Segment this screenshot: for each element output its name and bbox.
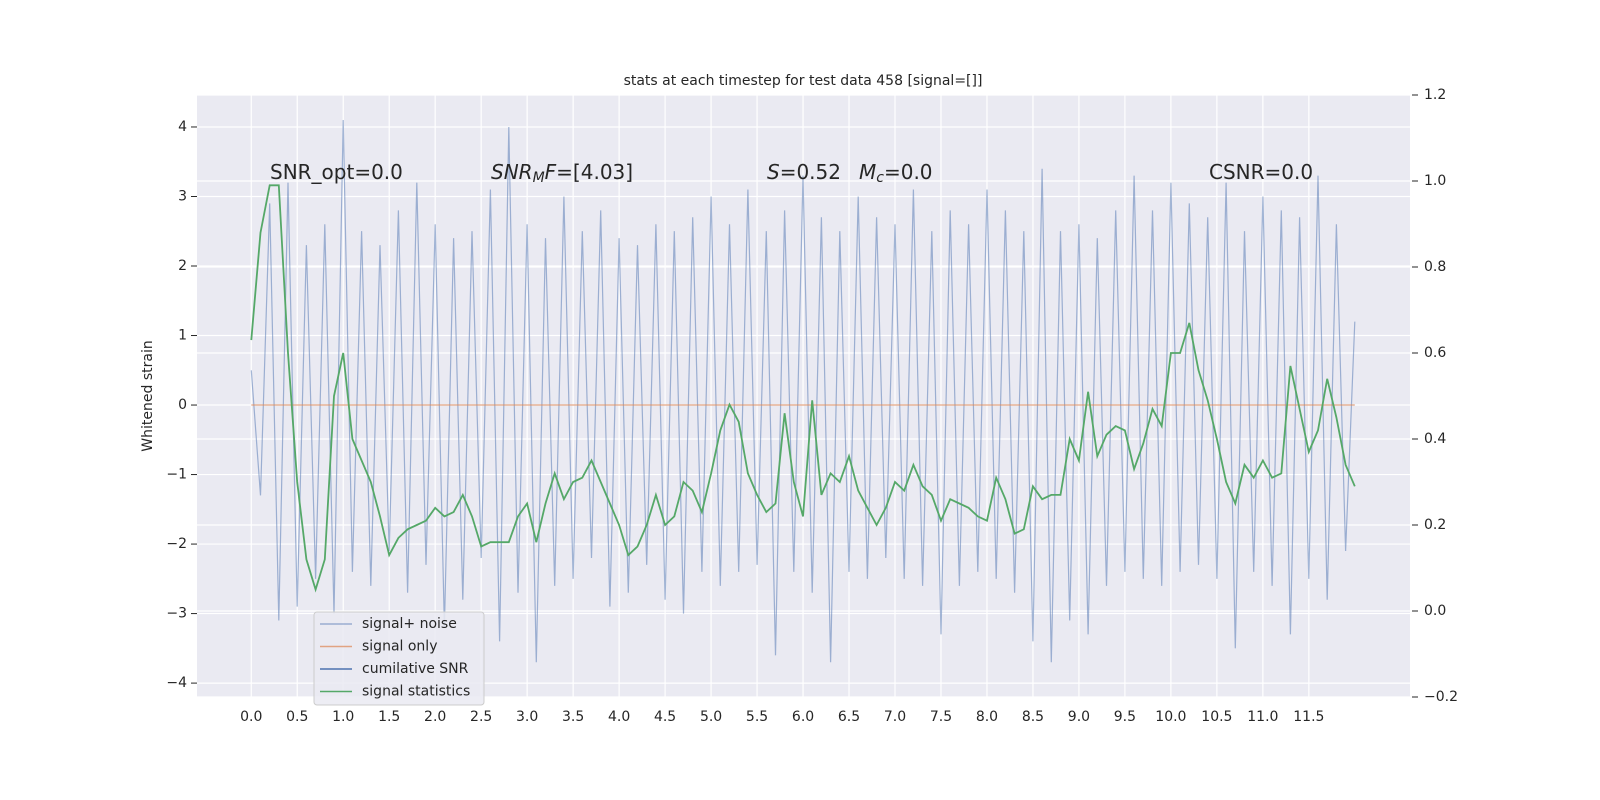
x-tick-label: 7.5 <box>930 709 952 725</box>
x-tick-label: 11.0 <box>1247 709 1278 725</box>
x-tick-label: 7.0 <box>884 709 906 725</box>
grid <box>197 94 1410 698</box>
x-tick-label: 11.5 <box>1293 709 1324 725</box>
y2-tick-label: 0.0 <box>1424 603 1446 619</box>
y2-tick-label: 0.6 <box>1424 345 1446 361</box>
x-tick-label: 6.0 <box>792 709 814 725</box>
legend-label: signal+ noise <box>362 616 457 632</box>
chart-title: stats at each timestep for test data 458… <box>624 73 983 89</box>
x-tick-label: 3.0 <box>516 709 538 725</box>
y-tick-label: 1 <box>178 328 187 344</box>
legend-label: signal only <box>362 639 437 655</box>
x-tick-label: 0.5 <box>286 709 308 725</box>
x-tick-label: 9.0 <box>1068 709 1090 725</box>
annotation-part: M <box>859 160 876 184</box>
series-line <box>250 119 1356 663</box>
legend-label: cumilative SNR <box>362 661 469 677</box>
y-axis-label: Whitened strain <box>140 340 156 451</box>
annotation-part: =[4.03] <box>556 160 633 184</box>
x-tick-label: 2.0 <box>424 709 446 725</box>
y-tick-label: −2 <box>166 536 187 552</box>
annotation-part: =0.0 <box>884 160 933 184</box>
x-tick-label: 6.5 <box>838 709 860 725</box>
x-tick-label: 5.5 <box>746 709 768 725</box>
annotation: CSNR=0.0 <box>1209 160 1313 184</box>
y-tick-label: 3 <box>178 188 187 204</box>
annotation-part: =0.52 <box>780 160 841 184</box>
x-tick-label: 5.0 <box>700 709 722 725</box>
x-tick-label: 0.0 <box>240 709 262 725</box>
y-tick-label: 4 <box>178 119 187 135</box>
y2-tick-label: 1.0 <box>1424 173 1446 189</box>
annotation-part: M <box>533 170 545 186</box>
y2-tick-label: 0.4 <box>1424 431 1446 447</box>
annotation-part: c <box>876 170 884 186</box>
y-tick-label: −1 <box>166 467 187 483</box>
x-tick-label: 8.5 <box>1022 709 1044 725</box>
legend-label: signal statistics <box>362 684 470 700</box>
y2-tick-label: 1.2 <box>1424 87 1446 103</box>
x-tick-label: 9.5 <box>1114 709 1136 725</box>
annotation: SNR_opt=0.0 <box>270 160 403 184</box>
legend-box <box>313 611 485 706</box>
x-tick-label: 3.5 <box>562 709 584 725</box>
y-tick-label: −3 <box>166 606 187 622</box>
series-line <box>250 184 1356 593</box>
x-tick-label: 1.0 <box>332 709 354 725</box>
x-tick-label: 8.0 <box>976 709 998 725</box>
annotation: S=0.52 <box>767 160 841 184</box>
y-tick-label: 0 <box>178 397 187 413</box>
annotation-part: F <box>545 160 557 184</box>
annotation-part: CSNR=0.0 <box>1209 160 1313 184</box>
x-tick-label: 10.0 <box>1155 709 1186 725</box>
x-tick-label: 1.5 <box>378 709 400 725</box>
x-tick-label: 10.5 <box>1201 709 1232 725</box>
y2-tick-label: 0.8 <box>1424 259 1446 275</box>
annotation: SNRMF=[4.03] <box>491 160 633 187</box>
y2-tick-label: −0.2 <box>1424 689 1458 705</box>
labels: 0.0 0.5 1.0 1.5 2.0 2.5 3.0 3.5 4.0 4.5 5.0 5.5 6.0 6… <box>166 87 1458 725</box>
y2-tick-label: 0.2 <box>1424 517 1446 533</box>
annotation: Mc=0.0 <box>859 160 933 187</box>
x-tick-label: 2.5 <box>470 709 492 725</box>
annotation-part: S <box>767 160 780 184</box>
x-tick-label: 4.0 <box>608 709 630 725</box>
marks <box>250 119 1356 663</box>
x-tick-label: 4.5 <box>654 709 676 725</box>
annotation-part: SNR_opt=0.0 <box>270 160 403 184</box>
y-tick-label: −4 <box>166 675 187 691</box>
annotation-part: SNR <box>491 160 533 184</box>
y-tick-label: 2 <box>178 258 187 274</box>
